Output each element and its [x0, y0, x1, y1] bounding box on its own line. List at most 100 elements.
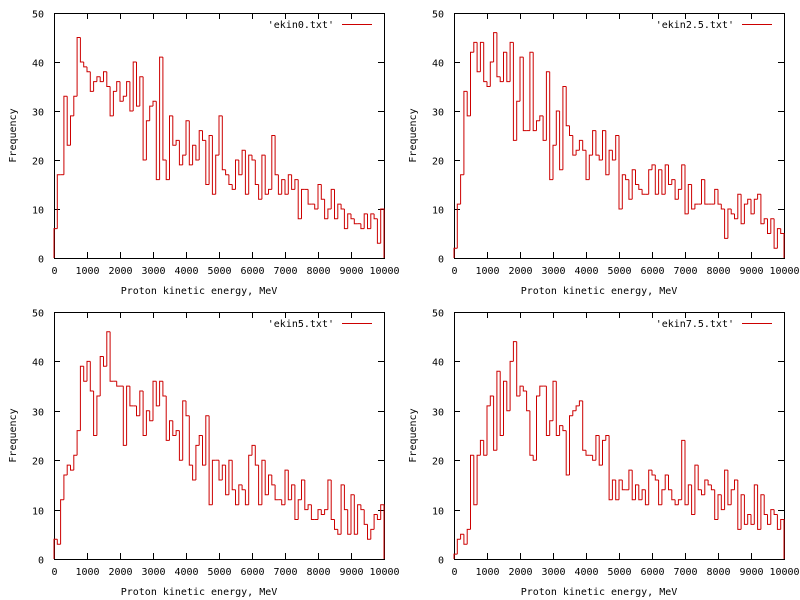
histogram-bin	[139, 76, 144, 107]
histogram-bin	[53, 228, 58, 258]
y-tick-label: 20	[432, 157, 444, 168]
y-tick-label: 40	[32, 59, 44, 70]
histogram-bin	[493, 396, 497, 451]
histogram-bin	[701, 489, 705, 496]
histogram-bin	[532, 52, 537, 132]
histogram-bin	[360, 504, 365, 511]
histogram-bin	[353, 218, 358, 225]
y-tick-label: 10	[32, 507, 44, 518]
histogram-bin	[70, 465, 74, 471]
histogram-bin	[205, 415, 210, 466]
histogram-bin	[664, 474, 669, 490]
histogram-bin	[159, 56, 163, 180]
histogram-bin	[159, 380, 163, 406]
histogram-bin	[585, 150, 590, 181]
histogram-bin	[770, 509, 775, 525]
histogram-bin	[536, 120, 540, 131]
histogram-bin	[175, 430, 180, 436]
histogram-bin	[56, 539, 61, 545]
histogram-bin	[575, 149, 580, 156]
histogram-bin	[578, 400, 583, 406]
histogram-bin	[773, 218, 778, 249]
legend-label: 'ekin0.txt'	[268, 20, 334, 31]
x-tick-label: 9000	[339, 266, 363, 277]
histogram-bin	[380, 504, 385, 559]
histogram-bin	[506, 381, 511, 412]
histogram-bin	[106, 331, 111, 367]
histogram-bin	[522, 57, 527, 132]
histogram-bin	[241, 484, 246, 491]
histogram-bin	[357, 504, 361, 535]
histogram-bin	[129, 81, 134, 112]
histogram-bin	[638, 184, 643, 190]
histogram-bin	[671, 179, 676, 185]
histogram-bin	[192, 465, 196, 481]
histogram-bin	[552, 380, 557, 421]
histogram-bin	[274, 135, 279, 176]
histogram-bin	[714, 188, 718, 205]
histogram-bin	[750, 199, 755, 215]
histogram-bin	[373, 514, 378, 530]
histogram-bin	[182, 154, 186, 165]
histogram-bin	[205, 140, 210, 185]
histogram-bin	[297, 499, 302, 520]
histogram-bin	[307, 189, 312, 205]
histogram-bin	[466, 528, 471, 545]
histogram-bin	[149, 105, 153, 121]
histogram-bin	[572, 410, 577, 416]
x-tick-label: 6000	[640, 266, 664, 277]
histogram-bin	[215, 154, 219, 195]
histogram-bin	[767, 218, 771, 234]
histogram-bin	[126, 81, 130, 97]
histogram-bin	[635, 484, 639, 500]
histogram-bin	[264, 460, 269, 496]
histogram-bin	[376, 514, 381, 520]
histogram-bin	[337, 529, 342, 535]
histogram-bin	[691, 484, 695, 515]
histogram-bin	[724, 469, 728, 510]
histogram-bin	[549, 71, 553, 181]
histogram-bin	[516, 100, 520, 141]
y-axis-label: Frequency	[408, 108, 419, 162]
histogram-bin	[208, 415, 213, 506]
histogram-bin	[483, 42, 487, 83]
histogram-bin	[254, 160, 259, 185]
histogram-bin	[350, 213, 355, 220]
histogram-bin	[545, 71, 550, 141]
histogram-bin	[188, 120, 193, 166]
histogram-bin	[740, 494, 745, 530]
histogram-bin	[572, 135, 577, 156]
chart-panel-4: 0 10 20 30 40 50 0 1000 2000 3000 4000 5000 6000 7000…	[408, 309, 800, 599]
histogram-bin	[648, 469, 652, 505]
histogram-bin	[704, 179, 709, 205]
histogram-bin	[109, 86, 114, 117]
histogram-bin	[337, 203, 342, 219]
histogram-bin	[155, 381, 160, 407]
histogram-bin	[188, 415, 193, 466]
y-tick-label: 30	[432, 408, 444, 419]
x-tick-label: 5000	[207, 567, 231, 578]
histogram-bin	[724, 209, 728, 239]
histogram-bin	[244, 489, 249, 506]
histogram-bin	[532, 455, 537, 461]
histogram-bin	[740, 194, 745, 225]
histogram-bin	[218, 115, 223, 156]
histogram-bin	[545, 386, 550, 436]
histogram-bin	[460, 533, 464, 540]
x-tick-label: 2000	[108, 266, 132, 277]
histogram-bin	[598, 155, 603, 161]
histogram-bin	[757, 484, 761, 530]
y-axis-label: Frequency	[408, 408, 419, 462]
histogram-bin	[704, 479, 709, 495]
histogram-bin	[753, 198, 758, 214]
histogram-bin	[178, 140, 183, 166]
histogram-bin	[89, 71, 94, 92]
histogram-bin	[684, 164, 689, 215]
histogram-bin	[284, 469, 289, 505]
x-tick-label: 4000	[574, 567, 598, 578]
histogram-bin	[297, 179, 302, 220]
histogram-bin	[456, 203, 461, 249]
histogram-bin	[694, 464, 699, 515]
histogram-bin	[496, 32, 501, 78]
legend-label: 'ekin2.5.txt'	[656, 20, 734, 31]
